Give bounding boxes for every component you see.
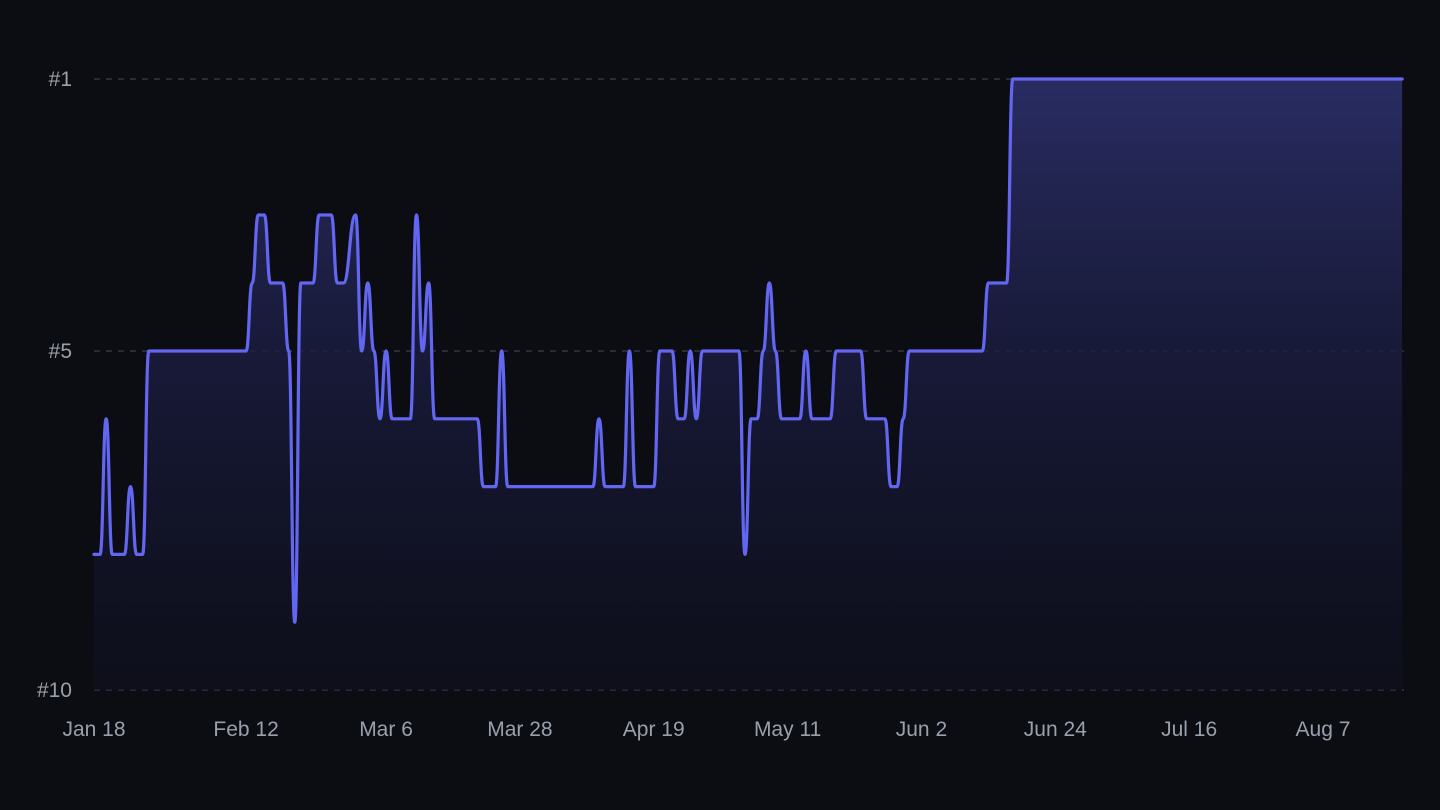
line-layer xyxy=(92,77,1404,624)
x-tick-label: Apr 19 xyxy=(623,718,685,741)
y-tick-label: #10 xyxy=(37,679,72,702)
x-tick-label: Jan 18 xyxy=(62,718,125,741)
area-fill xyxy=(94,79,1403,690)
y-tick-label: #1 xyxy=(49,68,72,91)
x-tick-label: Feb 12 xyxy=(213,718,278,741)
y-tick-label: #5 xyxy=(49,340,72,363)
x-tick-label: Jul 16 xyxy=(1161,718,1217,741)
area-fill-layer xyxy=(94,79,1403,690)
x-axis: Jan 18 Feb 12 Mar 6 Mar 28 Apr 19 May 11 Jun 2… xyxy=(62,718,1350,741)
y-axis: #1 #5 #10 xyxy=(37,68,72,702)
x-tick-label: Mar 28 xyxy=(487,718,552,741)
x-tick-label: May 11 xyxy=(754,718,821,741)
x-tick-label: Mar 6 xyxy=(359,718,413,741)
x-tick-label: Aug 7 xyxy=(1296,718,1351,741)
series-line xyxy=(92,77,1404,624)
x-tick-label: Jun 2 xyxy=(896,718,947,741)
x-tick-label: Jun 24 xyxy=(1024,718,1087,741)
